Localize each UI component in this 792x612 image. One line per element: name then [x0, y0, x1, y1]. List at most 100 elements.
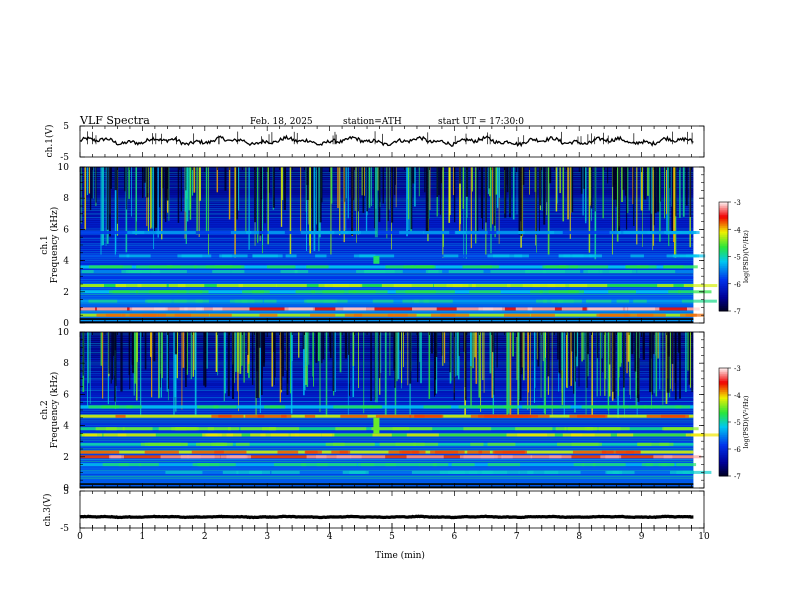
band-fragment [102, 463, 129, 467]
ch2-spectrogram-ylabel: Frequency (kHz) [49, 372, 60, 449]
y-tick-label: 8 [63, 359, 69, 369]
colorbar-segment [719, 472, 728, 475]
band-fragment [105, 427, 117, 431]
band-fragment [353, 313, 394, 317]
colorbar-segment [719, 373, 728, 376]
band-fragment [266, 265, 296, 269]
band-fragment [515, 307, 533, 311]
colorbar-tick-label: -5 [734, 254, 741, 262]
band-fragment [177, 284, 205, 288]
colorbar-segment [719, 400, 728, 403]
colorbar-segment [719, 274, 728, 277]
colorbar-segment [719, 386, 728, 389]
colorbar-segment [719, 458, 728, 461]
band-fragment [402, 450, 420, 454]
band-fragment [311, 290, 345, 294]
y-tick-label: 6 [63, 225, 69, 235]
frequency-band [80, 455, 694, 459]
band-fragment [139, 463, 159, 467]
band-fragment [117, 433, 156, 437]
colorbar-segment [719, 280, 728, 283]
band-fragment [353, 254, 376, 258]
band-fragment [263, 299, 277, 303]
band-fragment [156, 231, 196, 235]
ch3-waveform-ylabel: ch.3(V) [42, 494, 53, 527]
colorbar-segment [719, 258, 728, 261]
band-fragment [625, 307, 656, 311]
band-fragment [392, 427, 433, 431]
band-fragment [191, 450, 224, 454]
band-fragment [119, 254, 130, 258]
band-fragment [234, 299, 263, 303]
band-fragment [581, 405, 618, 409]
colorbar-segment [719, 452, 728, 455]
band-fragment [216, 284, 243, 288]
frequency-band [80, 231, 694, 235]
colorbar-segment [719, 432, 728, 436]
colorbar-tick-label: -4 [734, 392, 741, 400]
band-fragment [195, 307, 223, 311]
colorbar-segment [719, 425, 728, 428]
band-fragment [530, 313, 555, 317]
band-fragment [454, 231, 467, 235]
time-axis-label: Time (min) [375, 550, 425, 561]
band-fragment [105, 313, 122, 317]
band-fragment [601, 450, 614, 454]
band-fragment [430, 313, 470, 317]
colorbar-segment [719, 368, 728, 371]
colorbar-tick-label: -3 [734, 365, 741, 373]
band-fragment [385, 265, 415, 269]
band-fragment [469, 290, 501, 294]
band-fragment [294, 270, 309, 274]
band-fragment [364, 270, 403, 274]
ch2-colorbar: -3 -4 -5 -6 -7 log(PSD)(V²/Hz) [718, 365, 750, 481]
band-fragment [393, 284, 434, 288]
x-tick-label: 3 [264, 532, 270, 542]
band-fragment [518, 470, 534, 474]
band-fragment [395, 442, 425, 446]
colorbar-segment [719, 454, 728, 457]
band-fragment [151, 270, 187, 274]
band-fragment [637, 442, 669, 446]
band-fragment [676, 470, 712, 474]
band-fragment [388, 450, 410, 454]
band-fragment [430, 450, 459, 454]
colorbar-segment [719, 449, 728, 452]
band-fragment [136, 265, 173, 269]
band-fragment [81, 433, 98, 437]
band-fragment [679, 231, 690, 235]
colorbar-segment [719, 271, 728, 274]
ch2-spectrogram-channel-label: ch.2 [40, 400, 50, 419]
band-fragment [268, 427, 300, 431]
band-fragment [478, 450, 490, 454]
colorbar-segment [719, 404, 728, 407]
band-fragment [306, 265, 329, 269]
band-fragment [543, 299, 564, 303]
band-fragment [494, 450, 526, 454]
band-fragment [304, 299, 338, 303]
band-fragment [615, 450, 641, 454]
band-fragment [214, 450, 247, 454]
band-fragment [572, 254, 584, 258]
ch1-colorbar: -3 -4 -5 -6 -7 log(PSD)(V²/Hz) [718, 199, 750, 316]
ch1-spectrogram-image [80, 166, 718, 324]
colorbar-segment [719, 427, 728, 430]
band-fragment [525, 270, 547, 274]
colorbar-segment [719, 375, 728, 378]
colorbar-tick-label: -6 [734, 446, 741, 454]
colorbar-segment [719, 389, 728, 392]
band-fragment [544, 470, 581, 474]
band-fragment [335, 427, 367, 431]
colorbar-segment [719, 281, 728, 285]
colorbar-segment [719, 420, 728, 423]
band-fragment [126, 254, 151, 258]
y-tick-label: 2 [63, 288, 69, 298]
band-fragment [645, 463, 667, 467]
ch1-waveform-panel: 5 -5 ch.1(V) [44, 122, 705, 163]
colorbar-segment [719, 207, 728, 210]
colorbar-segment [719, 298, 728, 301]
y-tick-label: 5 [63, 122, 69, 132]
colorbar-segment [719, 202, 728, 205]
band-fragment [122, 427, 153, 431]
band-fragment [166, 265, 197, 269]
